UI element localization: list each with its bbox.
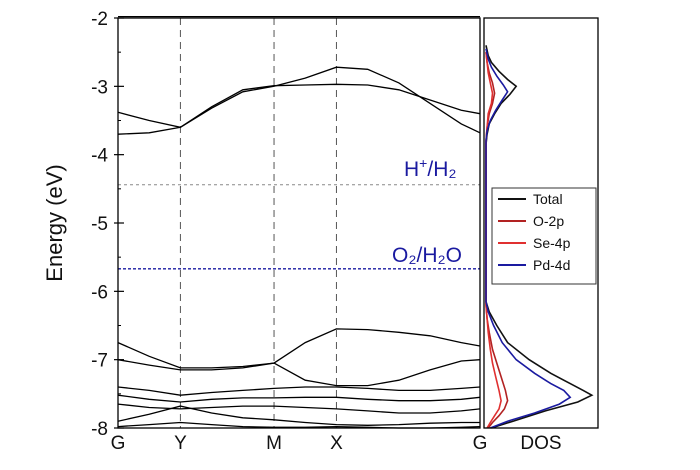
dos-series-line: [485, 52, 502, 429]
dos-series-line: [485, 48, 572, 429]
legend: Total O-2p Se-4p Pd-4d: [491, 187, 597, 285]
y-tick-label: -4: [91, 146, 108, 167]
band-kpoint-lines: [179, 18, 337, 428]
reference-label-oxygen: O₂/H₂O: [392, 244, 462, 267]
kpoint-label: G: [473, 433, 488, 454]
y-tick-label: -3: [91, 77, 108, 98]
y-tick-label: -6: [91, 282, 108, 303]
band-line: [117, 405, 480, 426]
band-curves: [117, 15, 481, 429]
y-tick-label: -8: [91, 419, 108, 440]
band-line: [117, 403, 481, 414]
band-line: [117, 359, 481, 387]
legend-entry-label: O-2p: [533, 213, 564, 229]
y-axis-label: Energy (eV): [42, 164, 67, 281]
band-line: [117, 328, 481, 369]
kpoint-label: G: [111, 433, 126, 454]
band-line: [117, 66, 481, 134]
band-reference-lines: [118, 184, 480, 270]
y-tick-label: -5: [91, 214, 108, 235]
dos-plot-frame: [483, 17, 599, 429]
kpoint-label: M: [266, 433, 282, 454]
band-line: [117, 386, 481, 396]
reference-label-hydrogen: H+/H₂: [404, 155, 457, 181]
band-y-ticks: -2 -3 -4 -5 -6 -7 -8: [91, 9, 124, 440]
legend-entry-label: Se-4p: [533, 235, 571, 251]
band-panel: -2 -3 -4 -5 -6 -7 -8 G Y M X G Energy (eV) H+/H₂ O…: [42, 9, 487, 454]
kpoint-label: Y: [174, 433, 187, 454]
y-tick-label: -2: [91, 9, 108, 30]
band-line: [117, 394, 481, 403]
band-line: [117, 83, 481, 135]
dos-curves: [485, 45, 594, 429]
dos-x-axis-label: DOS: [520, 433, 561, 454]
legend-entry-label: Pd-4d: [533, 257, 570, 273]
y-tick-label: -7: [91, 351, 108, 372]
legend-entry-label: Total: [533, 191, 563, 207]
kpoint-label: X: [330, 433, 343, 454]
legend-box: [491, 187, 597, 285]
dos-panel: DOS Total O-2p Se-4p Pd-4d: [483, 17, 599, 454]
